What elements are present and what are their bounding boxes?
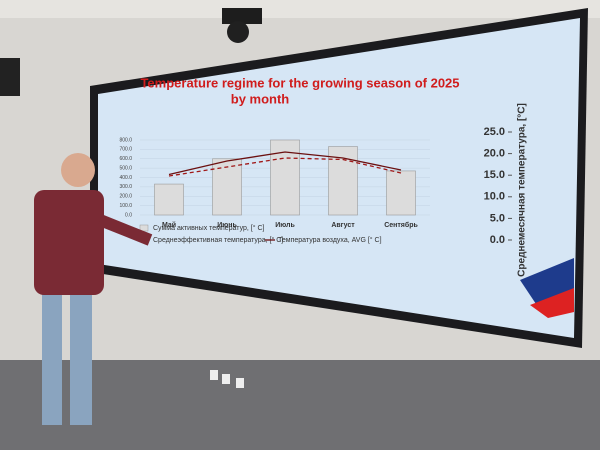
bar bbox=[386, 170, 416, 216]
y-tick-label: 200.0 bbox=[119, 194, 132, 200]
chart-title: by month bbox=[231, 91, 290, 106]
flag-stripe bbox=[530, 288, 574, 318]
shirt bbox=[34, 190, 104, 295]
floor bbox=[0, 360, 600, 450]
y2-axis-label: Среднемесячная температура, [°C] bbox=[517, 103, 528, 277]
y2-tick-label: 0.0 bbox=[490, 234, 505, 246]
y2-tick-label: 5.0 bbox=[490, 212, 505, 224]
x-tick-label: Июнь bbox=[217, 222, 237, 229]
outlet bbox=[236, 378, 244, 388]
x-tick-label: Май bbox=[162, 221, 176, 229]
camera-mount bbox=[222, 8, 262, 24]
y2-tick-label: 15.0 bbox=[484, 169, 505, 181]
bar bbox=[154, 183, 184, 216]
y-tick-label: 800.0 bbox=[119, 137, 132, 143]
outlet bbox=[222, 374, 230, 384]
y2-tick-label: 20.0 bbox=[484, 148, 505, 160]
leg bbox=[42, 290, 62, 425]
bar bbox=[212, 158, 242, 216]
x-tick-label: Август bbox=[331, 222, 355, 229]
ceiling bbox=[0, 0, 600, 18]
speaker bbox=[0, 58, 20, 96]
outlet bbox=[210, 370, 218, 380]
y-tick-label: 600.0 bbox=[119, 156, 132, 162]
line bbox=[168, 151, 402, 176]
person bbox=[34, 153, 153, 425]
camera bbox=[227, 21, 249, 43]
bar bbox=[270, 139, 300, 216]
head bbox=[61, 153, 95, 187]
legend-label: Среднеэффективная температура, [° C] bbox=[153, 236, 283, 244]
y-tick-label: 500.0 bbox=[119, 165, 132, 171]
legend-label: Температура воздуха, AVG [° C] bbox=[278, 236, 382, 244]
leg bbox=[70, 290, 92, 425]
y-tick-label: 700.0 bbox=[119, 147, 132, 153]
legend-label: Сумма активных температур, [° C] bbox=[153, 224, 265, 232]
y-tick-label: 0.0 bbox=[125, 212, 132, 218]
y-tick-label: 300.0 bbox=[119, 184, 132, 190]
y2-tick-label: 10.0 bbox=[484, 191, 505, 203]
chart: 0.0 100.0 200.0 300.0 400.0 500.0 600.0 700.0 80… bbox=[119, 103, 527, 277]
chart-title: Temperature regime for the growing seaso… bbox=[140, 75, 459, 90]
legend-swatch bbox=[139, 224, 149, 232]
x-tick-label: Сентябрь bbox=[384, 221, 418, 229]
y-tick-label: 100.0 bbox=[119, 203, 132, 209]
y2-tick-label: 25.0 bbox=[484, 126, 505, 138]
y-tick-label: 400.0 bbox=[119, 175, 132, 181]
arm bbox=[97, 214, 153, 246]
x-tick-label: Июль bbox=[275, 222, 295, 229]
